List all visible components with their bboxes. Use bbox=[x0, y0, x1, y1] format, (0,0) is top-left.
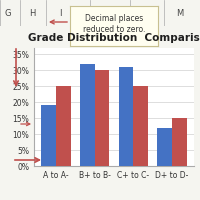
Title: Grade Distribution  Comparis: Grade Distribution Comparis bbox=[28, 33, 200, 43]
Text: G: G bbox=[5, 8, 11, 18]
Bar bbox=[80, 64, 95, 166]
Text: Decimal places
reduced to zero.: Decimal places reduced to zero. bbox=[83, 14, 145, 34]
Bar bbox=[133, 86, 148, 166]
Text: L: L bbox=[146, 8, 150, 18]
Text: I: I bbox=[59, 8, 61, 18]
Bar bbox=[119, 67, 133, 166]
Text: M: M bbox=[176, 8, 184, 18]
Bar bbox=[172, 118, 187, 166]
Bar bbox=[41, 105, 56, 166]
Bar bbox=[56, 86, 71, 166]
Bar bbox=[95, 70, 109, 166]
Bar bbox=[157, 128, 172, 166]
Text: H: H bbox=[29, 8, 35, 18]
